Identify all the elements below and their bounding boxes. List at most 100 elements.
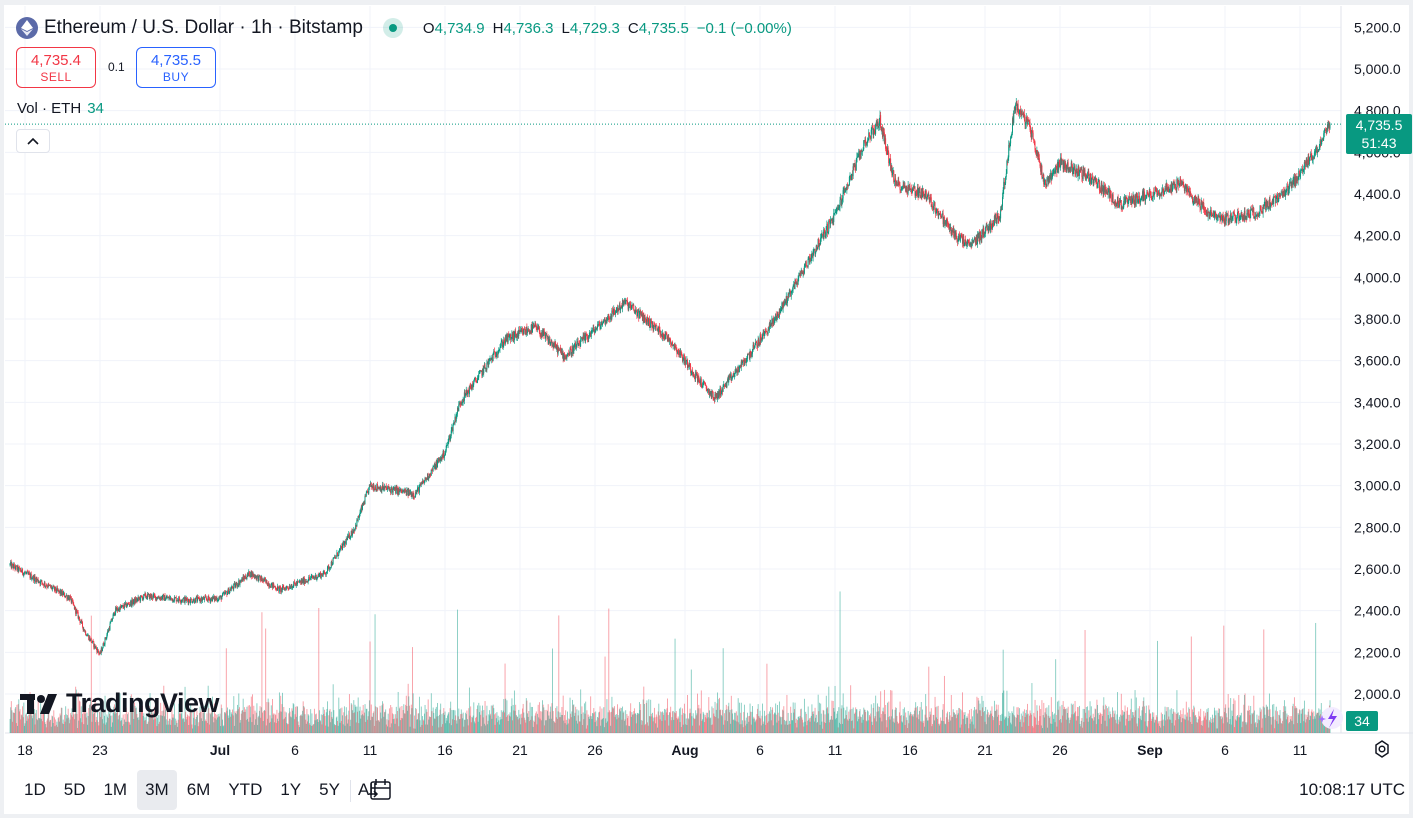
volume-bar (1313, 711, 1315, 733)
candle-body (29, 573, 31, 578)
volume-bar (88, 705, 90, 733)
volume-bar (372, 716, 373, 733)
candle-body (204, 596, 206, 598)
candle-body (376, 484, 378, 491)
candle-body (228, 588, 230, 594)
volume-bar (932, 724, 933, 733)
candle-body (99, 651, 101, 654)
volume-bar (1099, 712, 1101, 733)
volume-bar (1085, 707, 1087, 733)
volume-bar (1261, 727, 1263, 733)
candle-body (261, 577, 263, 581)
volume-bar (1092, 713, 1094, 733)
volume-bar (1033, 712, 1035, 733)
candle-body (466, 389, 468, 395)
volume-bar (166, 724, 168, 733)
volume-bar (629, 711, 631, 733)
candle-body (565, 357, 567, 359)
volume-bar (662, 712, 664, 733)
candle-body (480, 370, 482, 372)
candle-body (232, 587, 234, 589)
volume-bar (592, 713, 593, 733)
volume-bar (365, 708, 367, 733)
candle-body (782, 301, 784, 309)
candle-body (484, 364, 486, 369)
volume-bar (917, 706, 918, 733)
volume-bar (727, 706, 729, 733)
candle-body (560, 351, 562, 353)
candle-body (693, 375, 695, 378)
volume-bar (1182, 708, 1184, 733)
volume-bar (1112, 707, 1113, 733)
candle-body (474, 377, 476, 380)
candle-body (673, 344, 675, 349)
volume-bar (1005, 718, 1007, 733)
volume-bar (289, 711, 291, 733)
volume-bar (683, 703, 685, 733)
candle-body (837, 207, 838, 209)
volume-bar (1057, 701, 1058, 733)
volume-bar (292, 710, 293, 733)
volume-bar (517, 716, 518, 733)
volume-bar (245, 719, 247, 733)
volume-bar (1075, 720, 1077, 733)
volume-bar (205, 721, 207, 733)
candle-body (742, 360, 744, 362)
candle-body (186, 598, 188, 600)
candle-body (868, 132, 870, 140)
volume-bar (215, 719, 217, 733)
volume-bar (1227, 694, 1229, 733)
volume-bar (854, 712, 856, 733)
volume-bar (1245, 724, 1247, 733)
candle-body (597, 324, 598, 329)
candle-body (678, 352, 680, 355)
volume-bar (286, 722, 288, 733)
volume-bar (293, 719, 295, 733)
volume-bar (347, 719, 349, 733)
candle-body (681, 354, 683, 357)
volume-bar (545, 720, 547, 733)
volume-bar (110, 726, 112, 733)
volume-bar (87, 724, 88, 733)
volume-bar (1302, 709, 1303, 733)
candle-body (853, 163, 855, 167)
candle-body (464, 392, 466, 396)
volume-bar (832, 701, 834, 733)
volume-bar (1120, 714, 1122, 733)
candle-body (407, 489, 409, 496)
volume-bar (712, 708, 714, 733)
candle-body (48, 584, 50, 586)
candle-body (72, 600, 74, 604)
candle-body (285, 588, 287, 591)
volume-bar (595, 711, 597, 733)
candle-body (770, 323, 772, 325)
candle-body (678, 351, 680, 355)
candle-body (381, 489, 383, 492)
candle-body (328, 567, 330, 570)
volume-bar (603, 727, 605, 733)
candle-body (92, 640, 93, 643)
volume-bar (769, 713, 771, 733)
volume-bar (873, 703, 875, 733)
candle-body (162, 595, 164, 596)
volume-bar (784, 724, 786, 733)
volume-bar (378, 721, 380, 733)
volume-bar (299, 716, 301, 733)
volume-bar (332, 684, 334, 733)
candle-body (64, 596, 66, 598)
candle-body (543, 331, 545, 333)
volume-bar (1197, 719, 1199, 733)
candle-body (375, 489, 377, 491)
candle-body (498, 349, 500, 351)
candle-body (785, 301, 787, 304)
volume-bar (1269, 709, 1271, 733)
volume-bar (738, 722, 740, 733)
volume-bar (1293, 724, 1295, 733)
candle-body (706, 388, 708, 391)
volume-bar (952, 709, 954, 733)
volume-bar (582, 725, 583, 733)
volume-bar (668, 712, 670, 733)
candle-body (791, 290, 793, 293)
volume-bar (1002, 649, 1004, 733)
